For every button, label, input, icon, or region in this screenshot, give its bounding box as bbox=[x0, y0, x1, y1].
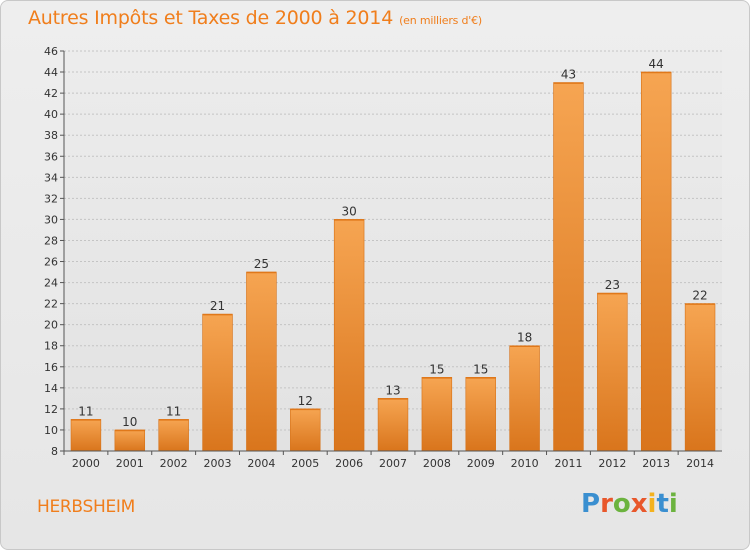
y-tick-label: 36 bbox=[44, 150, 58, 163]
y-tick-label: 18 bbox=[44, 340, 58, 353]
x-tick-label: 2002 bbox=[160, 457, 188, 470]
bar bbox=[597, 292, 628, 452]
y-tick-label: 30 bbox=[44, 213, 58, 226]
data-label: 15 bbox=[429, 362, 444, 376]
y-tick-label: 28 bbox=[44, 234, 58, 247]
bars-group bbox=[70, 71, 716, 452]
bar bbox=[290, 408, 321, 452]
y-tick-label: 44 bbox=[44, 66, 58, 79]
data-label: 21 bbox=[210, 299, 225, 313]
x-tick-label: 2007 bbox=[379, 457, 407, 470]
bar bbox=[158, 419, 189, 452]
data-label: 11 bbox=[166, 404, 181, 418]
data-label: 30 bbox=[341, 204, 356, 218]
data-label: 12 bbox=[298, 394, 313, 408]
bar bbox=[333, 219, 365, 452]
x-tick-label: 2006 bbox=[335, 457, 363, 470]
y-tick-label: 14 bbox=[44, 382, 58, 395]
chart-unit: (en milliers d'€) bbox=[399, 14, 482, 27]
bar bbox=[377, 398, 409, 452]
bar bbox=[553, 82, 584, 452]
data-label: 11 bbox=[78, 404, 93, 418]
y-tick-label: 26 bbox=[44, 256, 58, 269]
x-tick-label: 2014 bbox=[686, 457, 714, 470]
bar bbox=[114, 429, 146, 452]
bar bbox=[246, 271, 277, 452]
y-tick-label: 20 bbox=[44, 319, 58, 332]
y-tick-label: 42 bbox=[44, 87, 58, 100]
x-tick-label: 2011 bbox=[554, 457, 582, 470]
y-tick-label: 38 bbox=[44, 129, 58, 142]
x-tick-label: 2009 bbox=[467, 457, 495, 470]
x-tick-label: 2008 bbox=[423, 457, 451, 470]
bar bbox=[684, 303, 716, 452]
x-tick-label: 2003 bbox=[204, 457, 232, 470]
data-label: 13 bbox=[385, 383, 400, 397]
commune-name: HERBSHEIM bbox=[37, 497, 135, 517]
data-label: 23 bbox=[605, 278, 620, 292]
data-label: 15 bbox=[473, 362, 488, 376]
bar bbox=[509, 345, 540, 452]
proxiti-logo: Proxiti bbox=[581, 489, 678, 519]
x-tick-label: 2004 bbox=[247, 457, 275, 470]
y-tick-label: 10 bbox=[44, 424, 58, 437]
y-tick-label: 46 bbox=[44, 45, 58, 58]
x-tick-label: 2013 bbox=[642, 457, 670, 470]
data-label: 18 bbox=[517, 331, 532, 345]
x-tick-label: 2005 bbox=[291, 457, 319, 470]
data-label: 22 bbox=[692, 289, 707, 303]
y-tick-label: 12 bbox=[44, 403, 58, 416]
data-label: 43 bbox=[561, 68, 576, 82]
chart-title: Autres Impôts et Taxes de 2000 à 2014 (en… bbox=[28, 7, 482, 29]
data-label: 25 bbox=[254, 257, 269, 271]
y-tick-label: 16 bbox=[44, 361, 58, 374]
y-tick-label: 8 bbox=[51, 445, 58, 458]
y-tick-label: 40 bbox=[44, 108, 58, 121]
x-tick-label: 2001 bbox=[116, 457, 144, 470]
bar bbox=[70, 419, 102, 452]
y-tick-label: 24 bbox=[44, 277, 58, 290]
y-tick-label: 22 bbox=[44, 298, 58, 311]
bar bbox=[640, 71, 672, 452]
y-axis: 8 10 12 14 16 18 20 22 24 26 28 30 32 34 36 38 40 42 44 46 bbox=[44, 45, 65, 458]
x-tick-label: 2012 bbox=[598, 457, 626, 470]
y-tick-label: 34 bbox=[44, 171, 58, 184]
bar bbox=[465, 377, 496, 452]
x-tick-label: 2000 bbox=[72, 457, 100, 470]
data-labels-group: 11 10 11 21 25 12 30 13 15 15 18 43 23 44 22 bbox=[78, 57, 707, 429]
data-label: 10 bbox=[122, 415, 137, 429]
bar bbox=[421, 377, 453, 452]
x-axis: 2000 2001 2002 2003 2004 2005 2006 2007 2008 2009… bbox=[63, 450, 722, 470]
bar bbox=[202, 313, 233, 452]
y-tick-label: 32 bbox=[44, 192, 58, 205]
x-tick-label: 2010 bbox=[511, 457, 539, 470]
data-label: 44 bbox=[649, 57, 664, 71]
chart-title-text: Autres Impôts et Taxes de 2000 à 2014 bbox=[28, 7, 394, 29]
